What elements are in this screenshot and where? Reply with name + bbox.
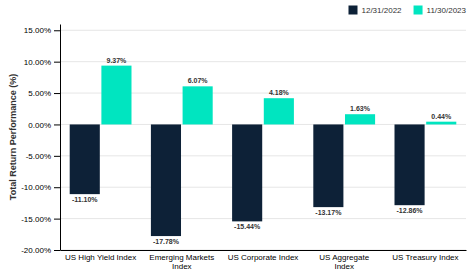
bars <box>70 66 457 236</box>
y-tick-mark <box>54 250 60 251</box>
chart: -20.00% -15.00% -10.00% -5.00% 0.00% 5.00% 10.… <box>0 0 474 280</box>
y-axis-title: Total Return Performance (%) <box>8 74 18 200</box>
bar <box>151 124 181 236</box>
legend-swatch <box>414 6 423 15</box>
grid-line <box>60 250 466 251</box>
bar <box>426 122 456 125</box>
bar <box>395 124 425 205</box>
legend-item: 12/31/2022 <box>349 6 403 15</box>
legend-label: 11/30/2023 <box>427 6 467 15</box>
data-label: -17.78% <box>153 238 180 245</box>
x-tick-label-line: Index <box>172 262 192 271</box>
y-tick-label: -20.00% <box>21 246 51 255</box>
data-label: 1.63% <box>350 105 371 112</box>
grid <box>60 30 466 250</box>
x-tick-label: Emerging MarketsIndex <box>149 253 214 271</box>
y-tick: 0.00% <box>28 121 60 130</box>
data-label-series: 9.37% 6.07% 4.18% 1.63% 0.44% <box>107 57 452 120</box>
y-tick: -10.00% <box>21 183 60 192</box>
bar <box>183 86 213 124</box>
y-tick-label: 15.00% <box>24 26 51 35</box>
x-tick: Emerging MarketsIndex <box>149 253 214 271</box>
x-tick-label: US Treasury Index <box>392 253 458 262</box>
bar <box>101 66 131 125</box>
legend: 12/31/2022 11/30/2023 <box>349 6 467 15</box>
bar-series <box>70 124 425 236</box>
data-label: -13.17% <box>315 209 342 216</box>
bar <box>264 98 294 124</box>
x-axis: US High Yield IndexEmerging MarketsIndex… <box>61 251 467 271</box>
y-tick-label: -5.00% <box>26 152 51 161</box>
y-tick-mark <box>54 156 60 157</box>
data-label: 9.37% <box>107 57 128 64</box>
y-tick-mark <box>54 93 60 94</box>
bar-series <box>101 66 456 125</box>
x-tick-label-line: Index <box>334 262 354 271</box>
y-tick-label: -15.00% <box>21 215 51 224</box>
y-tick-mark <box>54 187 60 188</box>
bar <box>232 124 262 221</box>
y-axis: -20.00% -15.00% -10.00% -5.00% 0.00% 5.00% 10.… <box>21 25 60 256</box>
x-tick-label-line: US Treasury Index <box>392 253 458 262</box>
y-tick-mark <box>54 219 60 220</box>
x-tick: US AggregateIndex <box>319 253 369 271</box>
data-label: 6.07% <box>188 77 209 84</box>
y-tick-label: 0.00% <box>28 121 51 130</box>
y-tick-label: -10.00% <box>21 183 51 192</box>
y-tick: -15.00% <box>21 215 60 224</box>
x-tick-label-line: US High Yield Index <box>65 253 136 262</box>
data-label-series: -11.10% -17.78% -15.44% -13.17% -12.86% <box>72 196 423 245</box>
data-label: -11.10% <box>72 196 98 203</box>
y-axis-line <box>60 25 61 251</box>
grid-line <box>60 30 466 31</box>
x-tick: US Treasury Index <box>392 253 458 262</box>
x-tick: US Corporate Index <box>228 253 299 262</box>
data-labels: -11.10% -17.78% -15.44% -13.17% -12.86% 9.37%… <box>72 57 452 245</box>
bar <box>313 124 343 207</box>
y-tick: -20.00% <box>21 246 60 255</box>
legend-item: 11/30/2023 <box>414 6 467 15</box>
x-tick-label-line: US Corporate Index <box>228 253 299 262</box>
legend-swatch <box>349 6 358 15</box>
data-label: -12.86% <box>397 207 424 214</box>
bar <box>70 124 100 194</box>
y-tick: 15.00% <box>24 26 60 35</box>
legend-label: 12/31/2022 <box>362 6 403 15</box>
x-tick: US High Yield Index <box>65 253 136 262</box>
y-tick: -5.00% <box>26 152 60 161</box>
y-tick: 5.00% <box>28 89 60 98</box>
y-tick: 10.00% <box>24 58 60 67</box>
y-tick-mark <box>54 62 60 63</box>
data-label: 4.18% <box>269 89 290 96</box>
y-tick-label: 10.00% <box>24 58 51 67</box>
x-tick-label: US High Yield Index <box>65 253 136 262</box>
x-tick-label-line: Emerging Markets <box>149 253 214 262</box>
data-label: -15.44% <box>234 223 261 230</box>
y-tick-label: 5.00% <box>28 89 51 98</box>
x-axis-line <box>61 250 467 251</box>
data-label: 0.44% <box>431 113 452 120</box>
x-tick-label: US AggregateIndex <box>319 253 369 271</box>
x-tick-label: US Corporate Index <box>228 253 299 262</box>
y-tick-mark <box>54 30 60 31</box>
x-tick-label-line: US Aggregate <box>319 253 369 262</box>
grid-line <box>60 218 466 219</box>
y-tick-mark <box>54 124 60 125</box>
bar <box>345 114 375 124</box>
